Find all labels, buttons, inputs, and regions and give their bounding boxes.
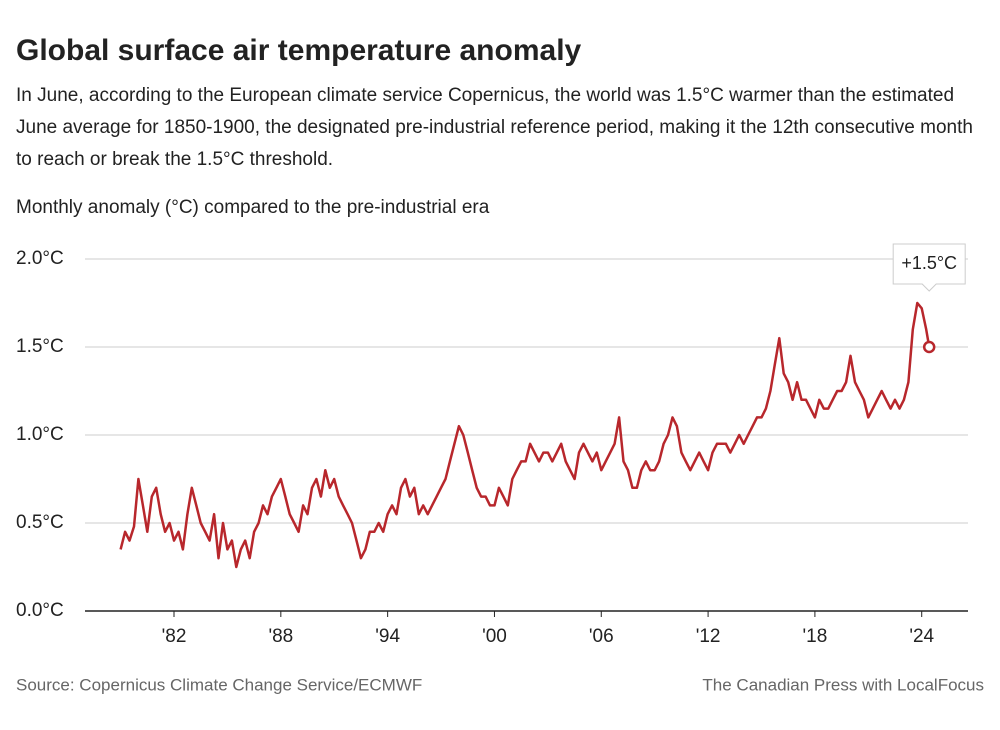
- x-tick-label: '82: [162, 626, 187, 647]
- annotation: +1.5°C: [901, 253, 957, 273]
- credit: The Canadian Press with LocalFocus: [702, 675, 984, 694]
- chart-title: Global surface air temperature anomaly: [16, 34, 582, 67]
- line: [119, 301, 931, 569]
- y-tick-label: 1.0°C: [16, 424, 64, 445]
- y-tick-label: 0.0°C: [16, 600, 64, 621]
- annotation-box: [892, 243, 966, 292]
- y-tick-label: 0.5°C: [16, 512, 64, 533]
- x-tick-label: '18: [803, 626, 828, 647]
- x-tick-label: '88: [268, 626, 293, 647]
- x-tick-label: '06: [589, 626, 614, 647]
- x-tick-label: '12: [696, 626, 721, 647]
- y-axis-label: Monthly anomaly (°C) compared to the pre…: [16, 197, 490, 218]
- x-tick-label: '94: [375, 626, 400, 647]
- x-tick-label: '00: [482, 626, 507, 647]
- x-tick-label: '24: [909, 626, 934, 647]
- source: Source: Copernicus Climate Change Servic…: [16, 675, 422, 694]
- y-tick-label: 2.0°C: [16, 248, 64, 269]
- end-point: [922, 340, 936, 354]
- y-tick-label: 1.5°C: [16, 336, 64, 357]
- chart-subtitle: In June, according to the European clima…: [16, 85, 973, 170]
